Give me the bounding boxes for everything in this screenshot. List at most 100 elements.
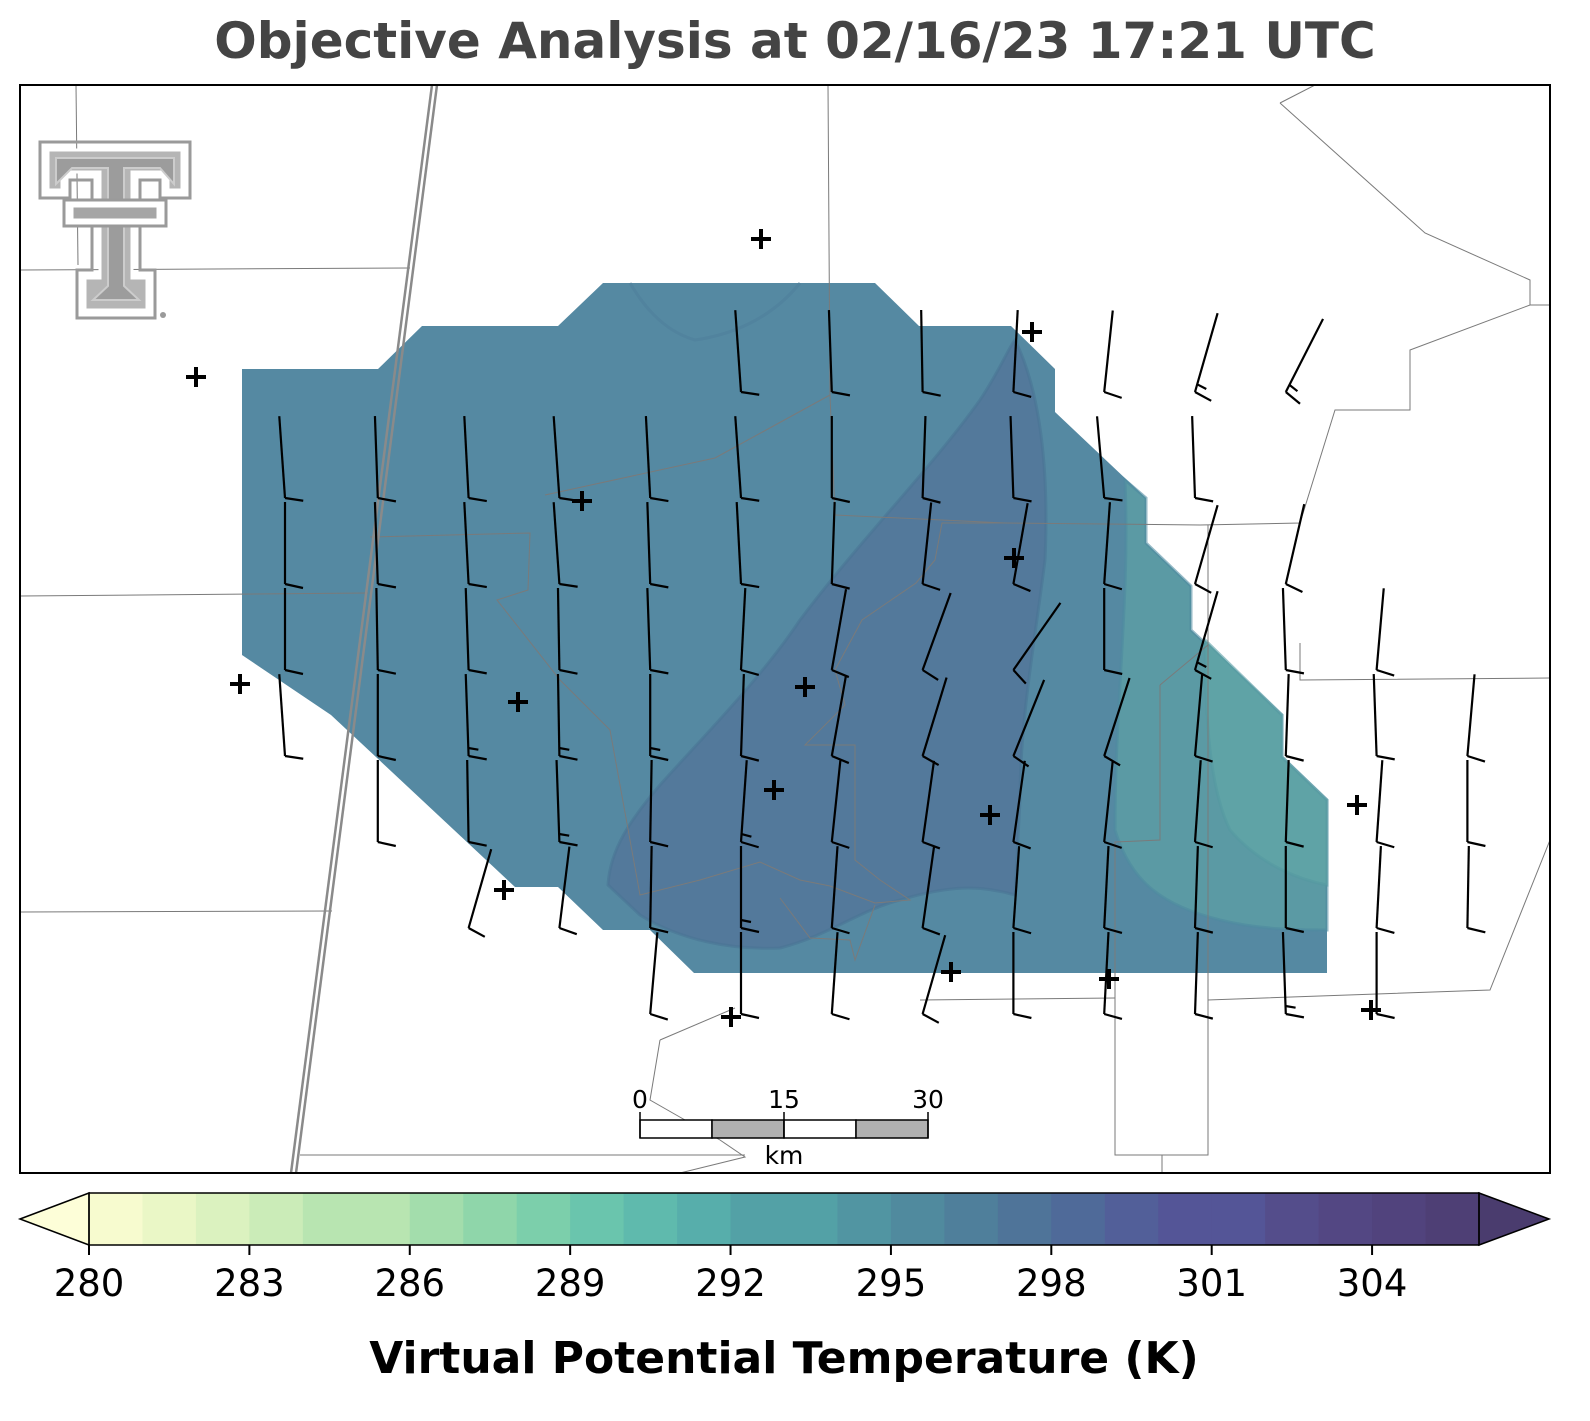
station-marker <box>941 962 961 982</box>
station-marker <box>494 880 514 900</box>
wind-barb <box>1103 760 1123 849</box>
colorbar-tick-label: 280 <box>54 1262 125 1305</box>
wind-barb <box>556 587 578 675</box>
wind-barb <box>1009 416 1032 503</box>
wind-barb <box>1375 846 1395 934</box>
wind-barb <box>739 588 760 676</box>
wind-barb <box>278 416 304 502</box>
wind-barb <box>1012 932 1032 1020</box>
colorbar-segment <box>302 1193 357 1245</box>
warm-core-contour <box>606 337 1048 950</box>
colorbar-segment <box>1372 1193 1427 1245</box>
wind-barb <box>830 846 850 935</box>
colorbar-segment <box>142 1193 197 1245</box>
wind-barb <box>830 416 851 504</box>
station-marker <box>1022 322 1042 342</box>
wind-barb <box>375 587 397 675</box>
wind-barb <box>464 588 487 675</box>
station-marker <box>1099 969 1119 989</box>
wind-barb <box>1103 310 1123 399</box>
colorbar-tick-label: 286 <box>374 1262 445 1305</box>
colorbar-tick-label: 304 <box>1337 1262 1408 1305</box>
wind-barb <box>1012 310 1032 398</box>
colorbar-ticks: 280 283 286 289 292 295 298 301 304 <box>54 1245 1408 1305</box>
colorbar-segment <box>730 1193 785 1245</box>
scale-unit: km <box>765 1141 804 1170</box>
colorbar-segment <box>890 1193 945 1245</box>
wind-barb <box>921 677 948 767</box>
interstate-highway <box>289 85 439 1173</box>
colorbar-tick-label: 283 <box>214 1262 285 1305</box>
wind-barb <box>552 502 578 588</box>
wind-barb <box>1284 760 1304 848</box>
colorbar-tick-label: 292 <box>695 1262 766 1305</box>
wind-barb <box>739 674 760 762</box>
wind-barb <box>1466 845 1486 934</box>
wind-barb <box>646 588 669 675</box>
wind-barb <box>830 760 850 849</box>
colorbar-tick-label: 298 <box>1016 1262 1087 1305</box>
colorbar-segment <box>89 1193 144 1245</box>
wind-barb <box>1012 679 1046 768</box>
colorbar-segment <box>409 1193 464 1245</box>
wind-barb <box>1191 416 1214 503</box>
wind-barb <box>1103 502 1123 591</box>
station-marker <box>980 805 1000 825</box>
wind-barb <box>1281 588 1305 675</box>
wind-barb <box>1193 504 1219 594</box>
colorbar-segment <box>356 1193 411 1245</box>
wind-barb <box>739 760 759 849</box>
wind-barb <box>1103 932 1123 1020</box>
colorbar-tick-label: 289 <box>535 1262 606 1305</box>
wind-barb <box>921 592 952 681</box>
colorbar-segments <box>89 1193 1480 1245</box>
wind-barb <box>1095 416 1123 502</box>
wind-barb <box>1012 503 1031 593</box>
scale-label-15: 15 <box>768 1085 800 1114</box>
wind-barb <box>1012 602 1062 685</box>
colorbar-segment <box>195 1193 250 1245</box>
colorbar-frame <box>88 1192 1480 1246</box>
scale-label-0: 0 <box>632 1085 648 1114</box>
colorbar-segment <box>1425 1193 1480 1245</box>
colorbar-over-arrow <box>1478 1191 1552 1247</box>
station-marker <box>508 692 528 712</box>
station-marker <box>751 229 771 249</box>
station-marker <box>1361 1000 1381 1020</box>
colorbar-segment <box>623 1193 678 1245</box>
wind-barb <box>649 932 669 1021</box>
colorbar-segment <box>1211 1193 1266 1245</box>
colorbar-segment <box>784 1193 839 1245</box>
wind-barb <box>921 502 941 591</box>
wind-barb <box>1103 588 1123 676</box>
wind-barb <box>920 309 941 397</box>
station-marker <box>721 1007 741 1027</box>
wind-barb <box>735 502 760 589</box>
wind-barb <box>739 846 760 934</box>
station-marker <box>1004 548 1024 568</box>
colorbar-segment <box>516 1193 571 1245</box>
station-marker <box>764 780 784 800</box>
wind-barb <box>558 846 578 936</box>
colorbar-segment <box>249 1193 304 1245</box>
wind-barb <box>1193 760 1213 849</box>
colorbar-segment <box>1158 1193 1213 1245</box>
wind-barb <box>376 760 397 848</box>
wind-barb <box>283 502 304 590</box>
wind-barb <box>644 416 669 503</box>
wind-barb <box>921 416 941 504</box>
colorbar-segment <box>1318 1193 1373 1245</box>
wind-barb <box>734 416 760 502</box>
colorbar-label: Virtual Potential Temperature (K) <box>369 1333 1199 1384</box>
wind-barb <box>278 674 304 760</box>
station-marker <box>1347 795 1367 815</box>
southeast-field-contour <box>1203 636 1329 887</box>
wind-barb <box>1193 932 1214 1020</box>
wind-barb <box>1284 674 1304 762</box>
wind-barb <box>1284 318 1325 405</box>
wind-barb <box>283 588 304 676</box>
wind-barb <box>830 675 850 765</box>
wind-barb <box>827 310 851 397</box>
